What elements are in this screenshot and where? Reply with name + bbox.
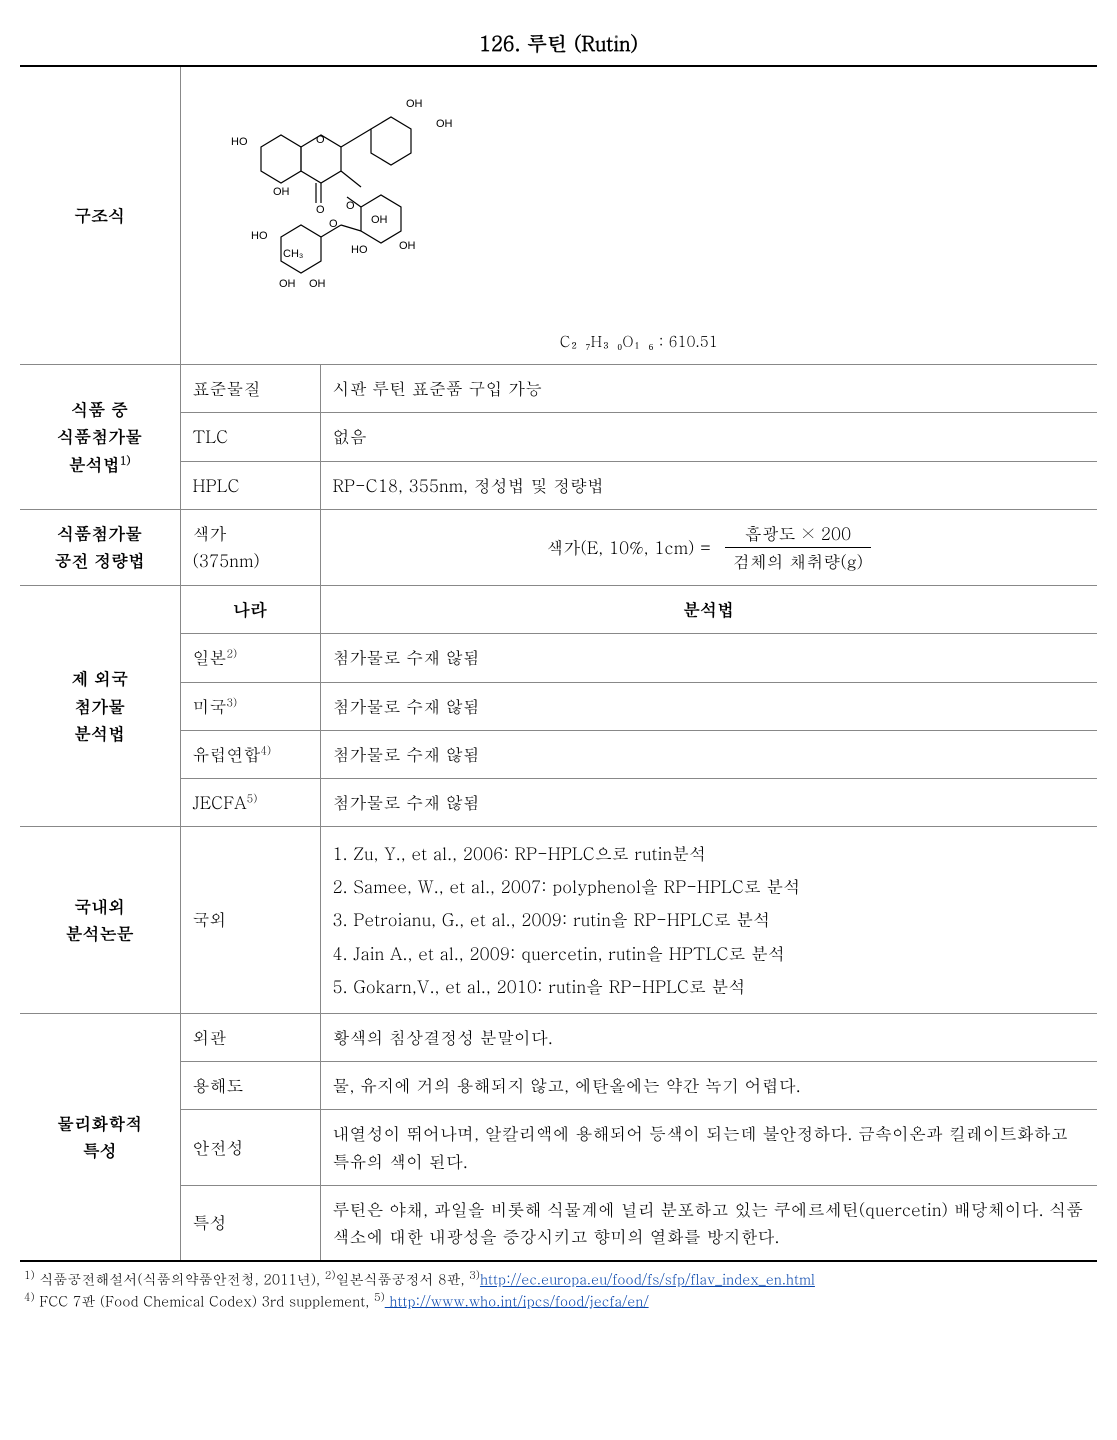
- svg-text:HO: HO: [231, 136, 248, 148]
- row-label-foreign: 제 외국첨가물분석법: [20, 586, 180, 827]
- papers-sub: 국외: [180, 827, 320, 1014]
- molecular-formula: C₂₇H₃₀O₁₆ : 610.51: [201, 324, 1078, 354]
- svg-text:O: O: [329, 218, 338, 230]
- physchem-val-1: 물, 유지에 거의 용해되지 않고, 에탄올에는 약간 녹기 어렵다.: [320, 1062, 1097, 1110]
- svg-text:O: O: [346, 200, 355, 212]
- foreign-header-method: 분석법: [320, 586, 1097, 634]
- row-label-structure: 구조식: [20, 66, 180, 365]
- analysis-key-2: HPLC: [180, 461, 320, 509]
- footnote-link-ec[interactable]: http://ec.europa.eu/food/fs/sfp/flav_ind…: [480, 1269, 815, 1289]
- rutin-structure-svg: OH OH HO O OH O O HO CH₃ O OH OH OH HO O…: [201, 77, 521, 317]
- foreign-key-2: 유럽연합4): [180, 730, 320, 778]
- foreign-val-3: 첨가물로 수재 않됨: [320, 778, 1097, 826]
- codex-sub: 색가(375nm): [180, 509, 320, 585]
- data-table: 구조식 OH OH: [20, 65, 1097, 1262]
- analysis-key-1: TLC: [180, 413, 320, 461]
- svg-text:OH: OH: [399, 240, 416, 252]
- physchem-val-3: 루틴은 야채, 과일을 비롯해 식물계에 널리 분포하고 있는 쿠에르세틴(qu…: [320, 1185, 1097, 1261]
- svg-text:OH: OH: [279, 278, 296, 290]
- svg-text:OH: OH: [309, 278, 326, 290]
- svg-text:O: O: [316, 134, 325, 146]
- analysis-val-1: 없음: [320, 413, 1097, 461]
- foreign-val-0: 첨가물로 수재 않됨: [320, 634, 1097, 682]
- svg-text:HO: HO: [251, 230, 268, 242]
- papers-list: 1. Zu, Y., et al., 2006: RP-HPLC으로 rutin…: [320, 827, 1097, 1014]
- physchem-val-2: 내열성이 뛰어나며, 알칼리액에 용해되어 등색이 되는데 불안정하다. 금속이…: [320, 1110, 1097, 1185]
- foreign-key-3: JECFA5): [180, 778, 320, 826]
- codex-equation: 색가(E, 10%, 1cm) = 흡광도 × 200 검체의 채취량(g): [320, 509, 1097, 585]
- svg-text:OH: OH: [371, 214, 388, 226]
- svg-text:CH₃: CH₃: [283, 248, 303, 260]
- structure-cell: OH OH HO O OH O O HO CH₃ O OH OH OH HO O…: [180, 66, 1097, 365]
- svg-text:OH: OH: [273, 186, 290, 198]
- row-label-analysis: 식품 중식품첨가물분석법1): [20, 365, 180, 510]
- foreign-key-0: 일본2): [180, 634, 320, 682]
- analysis-key-0: 표준물질: [180, 365, 320, 413]
- row-label-papers: 국내외분석논문: [20, 827, 180, 1014]
- foreign-val-1: 첨가물로 수재 않됨: [320, 682, 1097, 730]
- svg-text:HO: HO: [351, 244, 368, 256]
- analysis-val-2: RP-C18, 355nm, 정성법 및 정량법: [320, 461, 1097, 509]
- foreign-key-1: 미국3): [180, 682, 320, 730]
- foreign-val-2: 첨가물로 수재 않됨: [320, 730, 1097, 778]
- document-title: 126. 루틴 (Rutin): [20, 20, 1097, 65]
- physchem-key-0: 외관: [180, 1014, 320, 1062]
- row-label-codex: 식품첨가물공전 정량법: [20, 509, 180, 585]
- physchem-key-1: 용해도: [180, 1062, 320, 1110]
- footnotes: 1) 식품공전해설서(식품의약품안전청, 2011년), 2)일본식품공정서 8…: [20, 1262, 1097, 1317]
- analysis-val-0: 시판 루틴 표준품 구입 가능: [320, 365, 1097, 413]
- footnote-link-who[interactable]: http://www.who.int/ipcs/food/jecfa/en/: [385, 1290, 649, 1310]
- svg-text:OH: OH: [436, 118, 453, 130]
- physchem-key-3: 특성: [180, 1185, 320, 1261]
- foreign-header-country: 나라: [180, 586, 320, 634]
- row-label-physchem: 물리화학적특성: [20, 1014, 180, 1262]
- svg-text:O: O: [316, 204, 325, 216]
- physchem-key-2: 안전성: [180, 1110, 320, 1185]
- svg-text:OH: OH: [406, 98, 423, 110]
- physchem-val-0: 황색의 침상결정성 분말이다.: [320, 1014, 1097, 1062]
